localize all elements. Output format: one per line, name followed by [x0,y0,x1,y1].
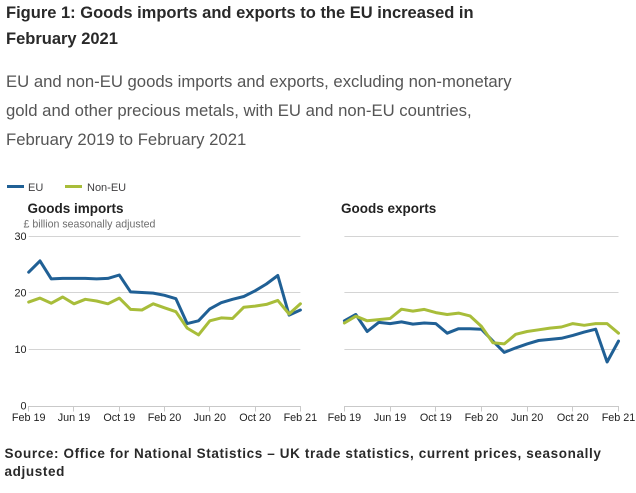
svg-text:0: 0 [20,401,26,413]
svg-text:Goods exports: Goods exports [341,201,436,216]
svg-text:Oct 20: Oct 20 [239,412,271,424]
svg-text:Feb 20: Feb 20 [465,412,499,424]
svg-text:20: 20 [14,288,26,300]
svg-text:Oct 19: Oct 19 [103,412,135,424]
svg-text:Feb 21: Feb 21 [284,412,318,424]
svg-text:£ billion seasonally adjusted: £ billion seasonally adjusted [24,219,156,231]
svg-text:Oct 19: Oct 19 [420,412,452,424]
svg-text:Jun 19: Jun 19 [374,412,406,424]
svg-text:Oct 20: Oct 20 [557,412,589,424]
svg-text:10: 10 [14,344,26,356]
svg-text:30: 30 [14,231,26,243]
svg-text:Feb 19: Feb 19 [12,412,46,424]
svg-text:Feb 20: Feb 20 [148,412,182,424]
svg-text:Feb 19: Feb 19 [328,412,362,424]
svg-text:Jun 20: Jun 20 [194,412,226,424]
svg-text:Jun 20: Jun 20 [511,412,543,424]
svg-text:Jun 19: Jun 19 [58,412,90,424]
svg-text:Goods imports: Goods imports [28,201,124,216]
svg-text:Feb 21: Feb 21 [602,412,636,424]
